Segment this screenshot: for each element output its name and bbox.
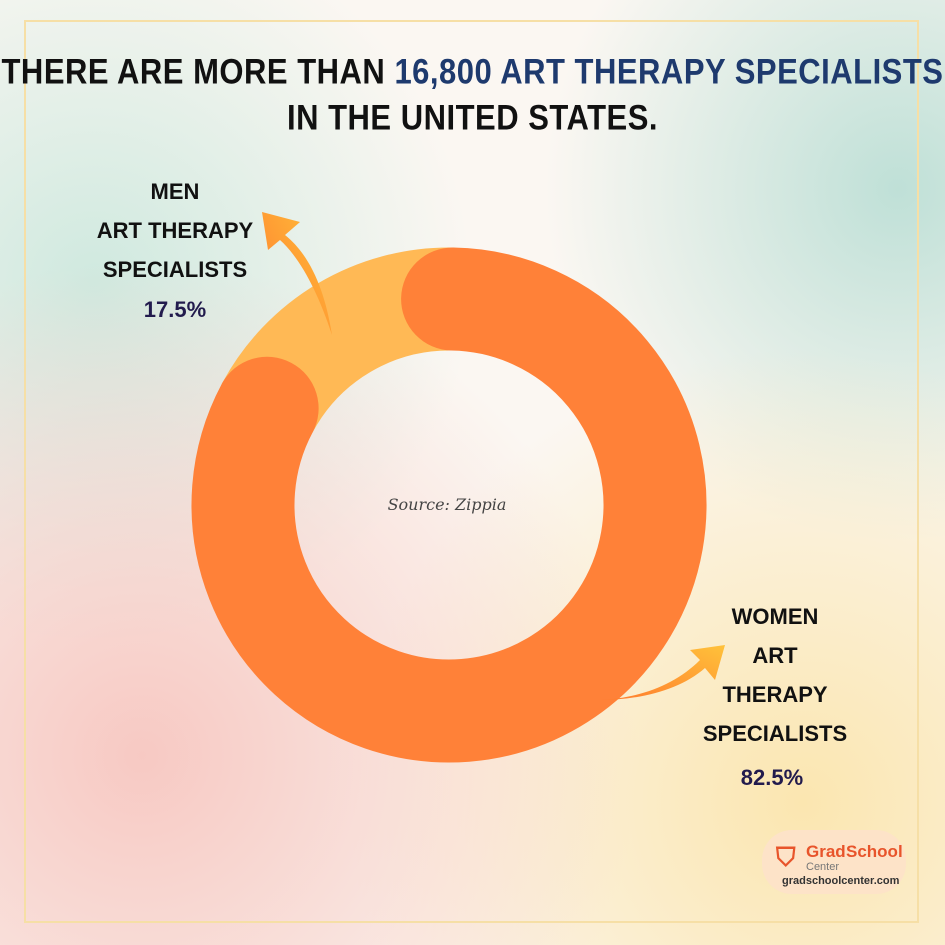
source: Source: Zippia [387, 495, 507, 514]
logo-icon: ⛉ [776, 842, 796, 872]
logo-url: gradschoolcenter.com [782, 875, 900, 887]
logo-brand: Grad [806, 842, 846, 861]
category-label: MEN ART THERAPY SPECIALISTS [96, 179, 254, 282]
logo-brand: Center [806, 861, 840, 873]
value-label: 17.5% [143, 297, 207, 322]
frame [24, 20, 919, 923]
category-label: WOMEN ART THERAPY SPECIALISTS [702, 604, 848, 746]
value-label: 82.5% [740, 765, 804, 790]
donut [191, 247, 707, 763]
logo: ⛉ Grad School Center gradschoolcenter.co… [762, 830, 906, 894]
arrow [600, 645, 725, 700]
logo-brand: School [846, 842, 903, 861]
title-part: THERE ARE MORE THAN [1, 51, 386, 92]
title-line: THERE ARE MORE THAN 16,800 ART THERAPY S… [0, 51, 945, 92]
title-highlight: 16,800 ART THERAPY SPECIALISTS [394, 51, 944, 92]
arrow [262, 212, 332, 335]
donut-segment [191, 247, 707, 763]
title-line: IN THE UNITED STATES. [286, 97, 659, 138]
